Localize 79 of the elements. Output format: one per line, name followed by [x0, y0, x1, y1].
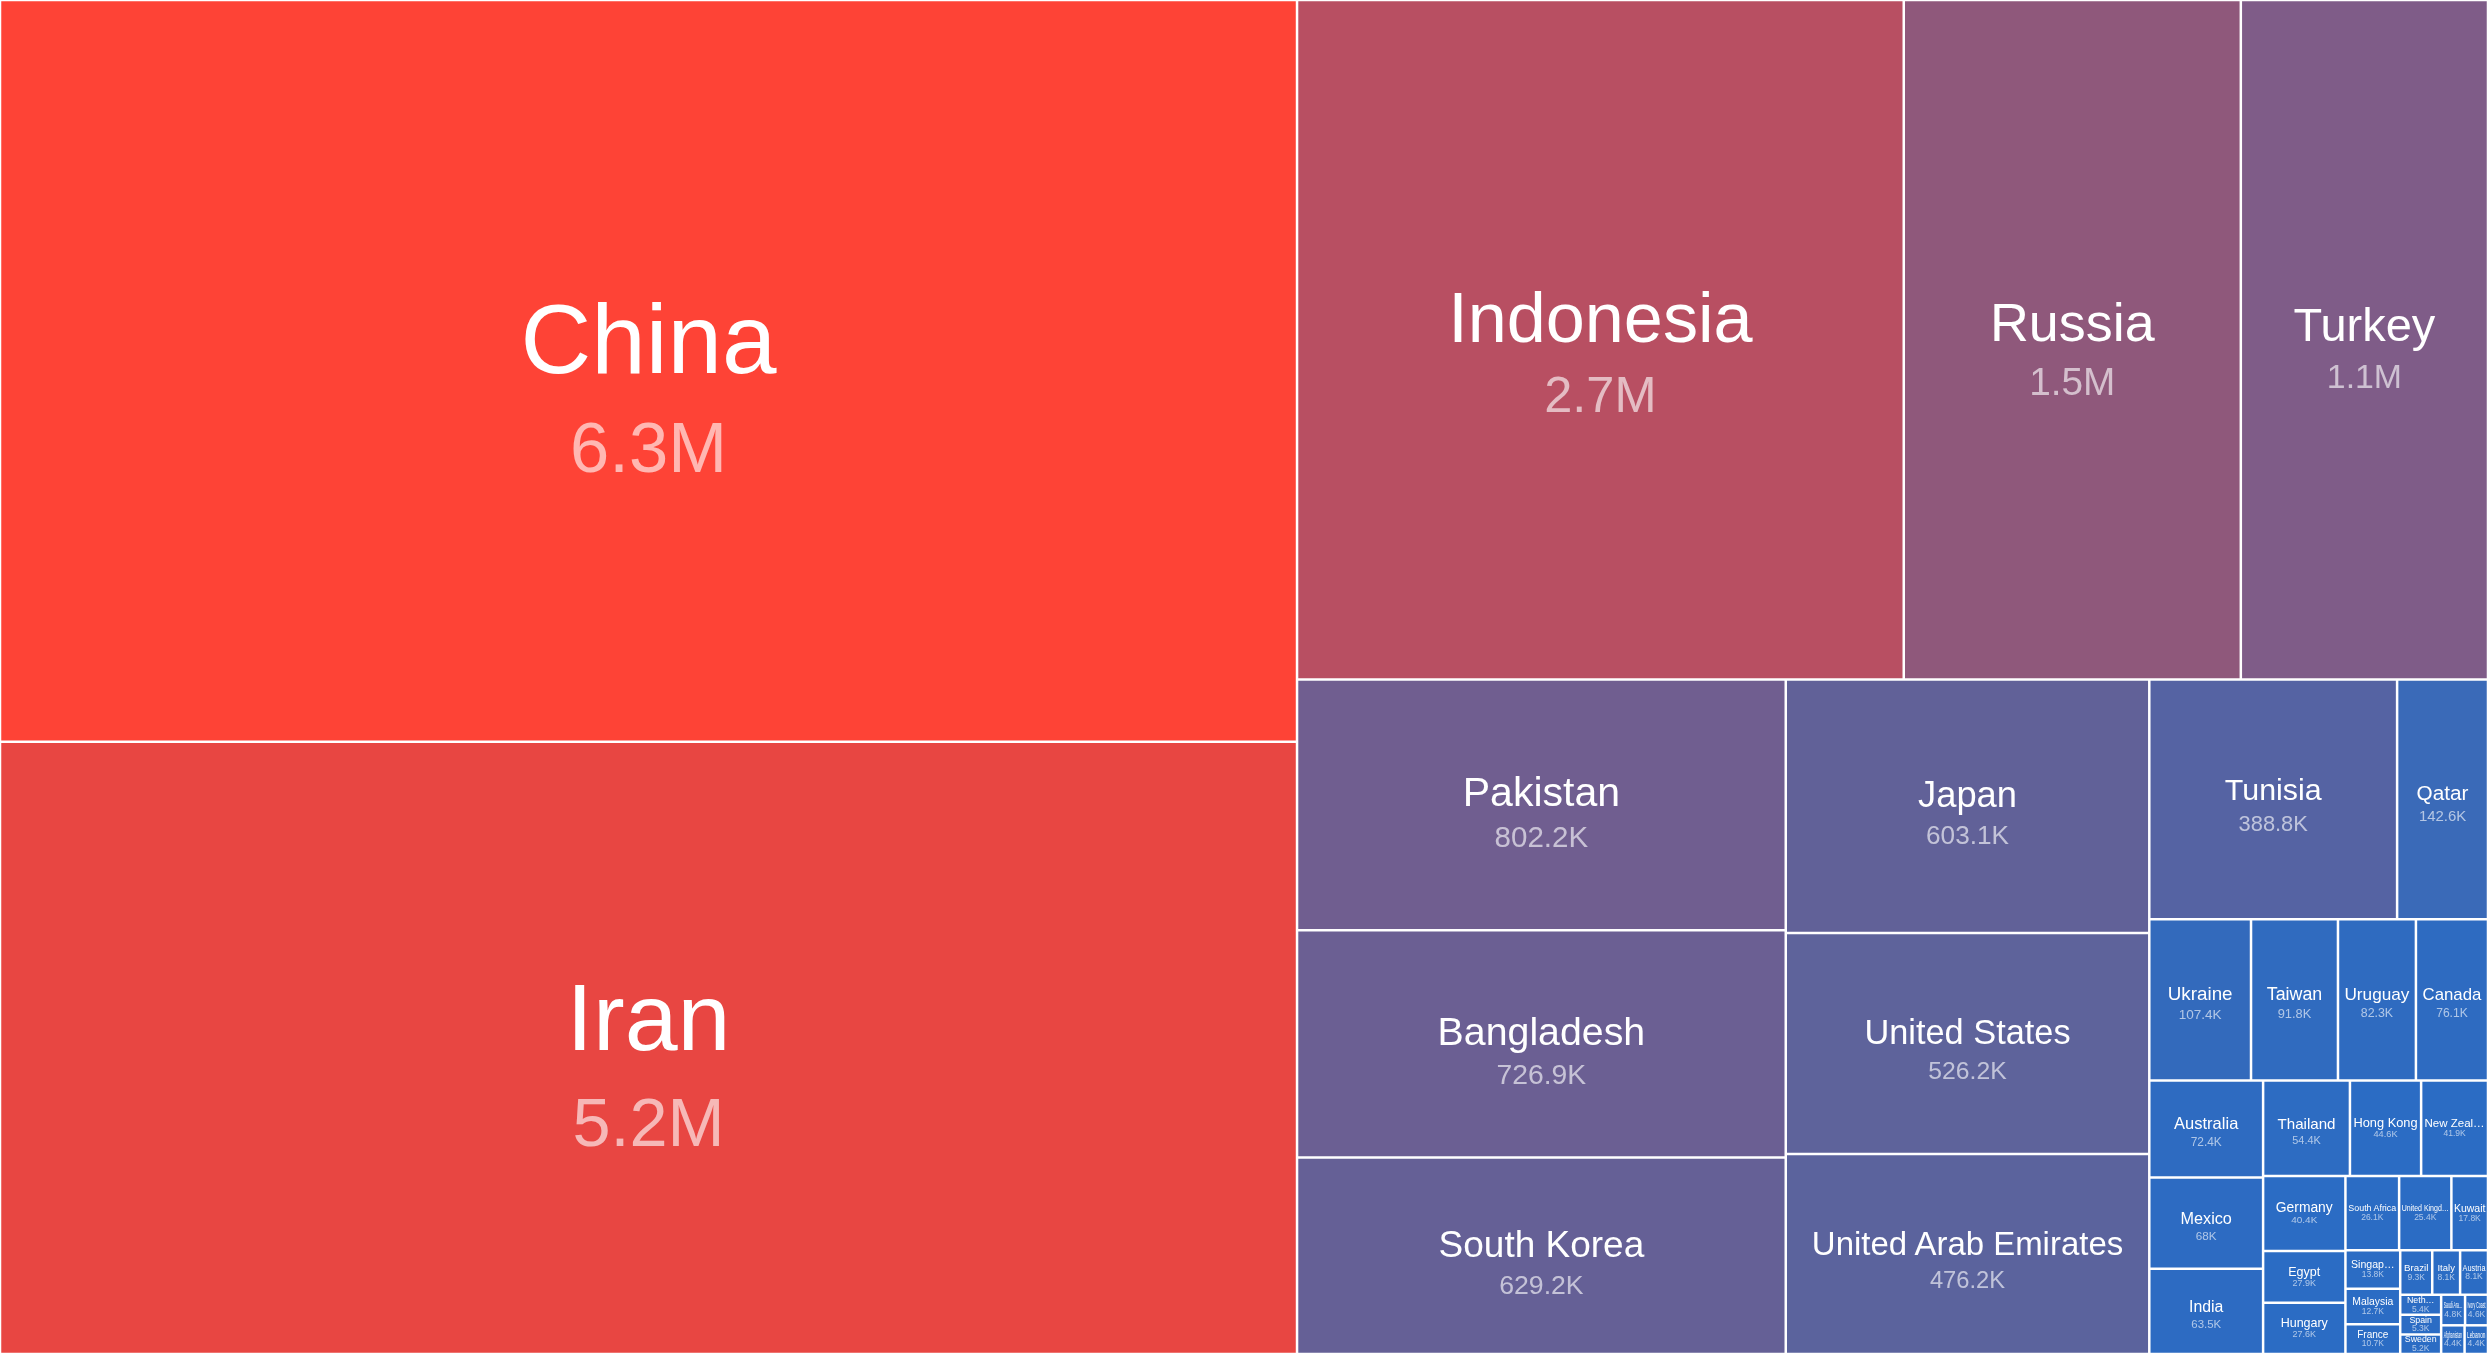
category-label: Hungary: [2280, 1316, 2329, 1331]
category-label: Iran: [566, 964, 731, 1071]
data-label: 5.4K: [2411, 1303, 2430, 1314]
data-label: 603.1K: [1926, 819, 2010, 850]
data-label: 72.4K: [2190, 1134, 2222, 1149]
category-label: Qatar: [2416, 780, 2469, 804]
data-label: 802.2K: [1494, 820, 1589, 854]
category-label: Tunisia: [2224, 773, 2322, 807]
data-label: 41.9K: [2443, 1128, 2466, 1139]
category-label: Bangladesh: [1437, 1008, 1646, 1053]
category-label: France: [2357, 1328, 2389, 1340]
category-label: Russia: [1989, 292, 2155, 353]
category-label: Kuwait: [2453, 1201, 2486, 1215]
category-label: Uruguay: [2344, 984, 2410, 1005]
data-label: 8.1K: [2437, 1271, 2456, 1282]
category-label: Thailand: [2277, 1114, 2336, 1132]
data-label: 27.9K: [2292, 1277, 2317, 1288]
data-label: 82.3K: [2360, 1006, 2394, 1021]
category-label: Japan: [1918, 774, 2018, 816]
data-label: 629.2K: [1499, 1269, 1584, 1300]
category-label: Canada: [2422, 985, 2482, 1005]
data-label: 1.1M: [2326, 357, 2402, 396]
category-label: Brazil: [2404, 1261, 2429, 1273]
category-label: Ukraine: [2167, 983, 2233, 1005]
category-label: Austria: [2462, 1263, 2487, 1273]
category-label: Italy: [2437, 1261, 2456, 1273]
data-label: 2.7M: [1544, 366, 1657, 424]
category-label: Malaysia: [2352, 1296, 2394, 1308]
data-label: 40.4K: [2291, 1214, 2318, 1226]
category-label: Egypt: [2288, 1264, 2321, 1279]
category-label: Taiwan: [2266, 984, 2323, 1005]
data-label: 9.3K: [2407, 1271, 2426, 1282]
category-label: Neth…: [2406, 1294, 2435, 1305]
data-label: 27.6K: [2292, 1329, 2317, 1340]
category-label: Sweden: [2404, 1334, 2437, 1345]
data-label: 68K: [2195, 1228, 2217, 1242]
category-label: Pakistan: [1462, 768, 1621, 815]
data-label: 526.2K: [1928, 1056, 2008, 1084]
category-label: China: [520, 284, 778, 395]
category-label: New Zeal…: [2424, 1117, 2485, 1130]
data-label: 4.4K: [2444, 1338, 2462, 1349]
data-label: 726.9K: [1496, 1058, 1587, 1091]
category-label: United Arab Emirates: [1811, 1224, 2124, 1262]
data-label: 63.5K: [2191, 1317, 2222, 1330]
category-label: Indonesia: [1448, 277, 1754, 357]
data-label: 5.2K: [2411, 1343, 2430, 1354]
data-label: 5.3K: [2411, 1323, 2430, 1334]
data-label: 4.8K: [2444, 1308, 2463, 1319]
data-label: 1.5M: [2029, 360, 2116, 404]
data-label: 6.3M: [570, 407, 727, 487]
category-label: United States: [1864, 1013, 2071, 1052]
data-label: 142.6K: [2418, 806, 2467, 824]
category-label: Hong Kong: [2353, 1115, 2418, 1131]
data-label: 388.8K: [2238, 810, 2309, 836]
category-label: United Kingd…: [2401, 1203, 2449, 1214]
category-label: Singap…: [2351, 1258, 2395, 1271]
data-label: 12.7K: [2361, 1306, 2385, 1317]
category-label: India: [2189, 1297, 2224, 1315]
data-label: 54.4K: [2292, 1133, 2322, 1146]
data-label: 13.8K: [2361, 1269, 2385, 1280]
data-label: 476.2K: [1929, 1266, 2006, 1293]
data-label: 10.7K: [2361, 1338, 2385, 1349]
data-label: 91.8K: [2277, 1006, 2312, 1022]
category-label: Germany: [2275, 1199, 2333, 1216]
data-label: 8.1K: [2465, 1271, 2484, 1282]
data-label: 4.6K: [2467, 1308, 2486, 1319]
category-label: South Africa: [2348, 1203, 2397, 1214]
category-label: Spain: [2409, 1314, 2433, 1325]
category-label: South Korea: [1438, 1223, 1645, 1265]
data-label: 44.6K: [2373, 1129, 2399, 1140]
data-label: 26.1K: [2361, 1211, 2384, 1222]
category-label: Australia: [2174, 1114, 2240, 1133]
category-label: Turkey: [2293, 297, 2436, 351]
data-label: 107.4K: [2178, 1007, 2222, 1023]
category-label: Mexico: [2180, 1208, 2232, 1227]
data-label: 17.8K: [2458, 1213, 2482, 1224]
data-label: 5.2M: [572, 1083, 725, 1161]
data-label: 4.4K: [2467, 1338, 2486, 1349]
data-label: 76.1K: [2436, 1006, 2468, 1021]
